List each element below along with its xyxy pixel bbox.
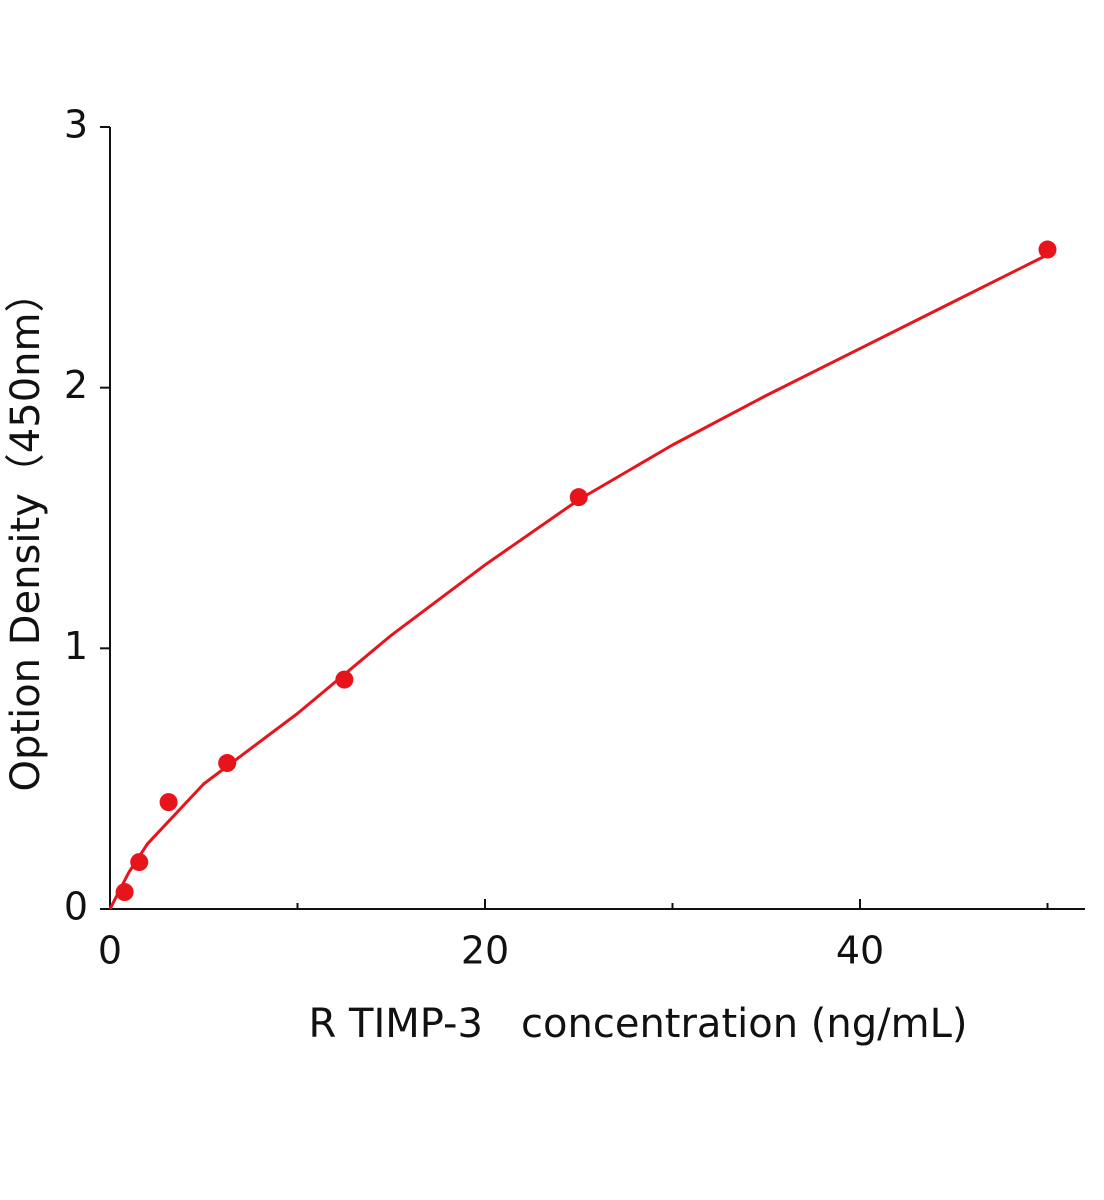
data-point xyxy=(218,754,237,773)
fit-curve xyxy=(108,253,1049,910)
data-point xyxy=(130,853,149,872)
x-axis-title: R TIMP-3 concentration (ng/mL) xyxy=(309,1001,968,1047)
x-tick-label: 40 xyxy=(836,929,884,973)
x-tick-label: 20 xyxy=(461,929,509,973)
y-tick-label: 0 xyxy=(64,885,88,929)
data-point xyxy=(1038,240,1057,259)
x-tick-label: 0 xyxy=(98,929,122,973)
y-tick-label: 1 xyxy=(64,624,88,668)
data-point xyxy=(335,670,354,689)
y-tick-label: 3 xyxy=(64,103,88,147)
data-point xyxy=(115,883,134,902)
data-point xyxy=(159,793,178,812)
y-tick-label: 2 xyxy=(64,363,88,407)
data-point xyxy=(569,488,588,507)
y-axis-title: Option Density（450nm） xyxy=(3,273,49,792)
